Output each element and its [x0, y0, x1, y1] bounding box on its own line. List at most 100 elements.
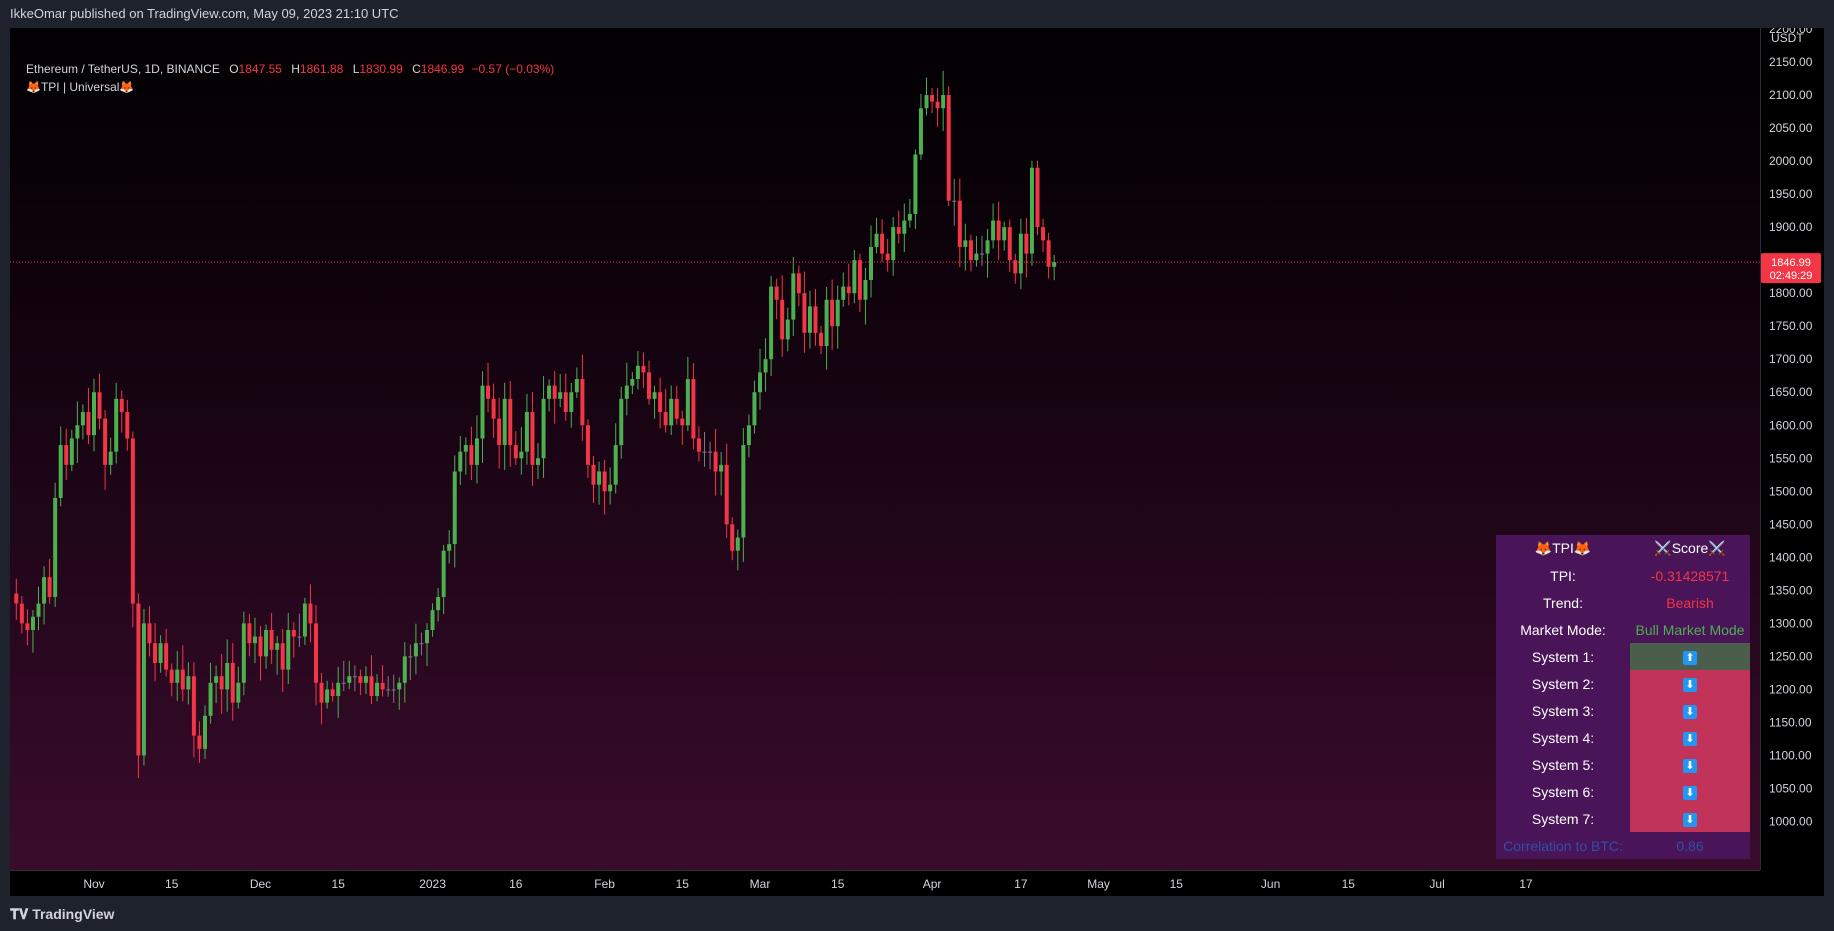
candle-body — [974, 253, 979, 261]
indicator-title[interactable]: 🦊TPI | Universal🦊 — [26, 80, 135, 94]
candle-body — [918, 108, 923, 155]
system-label: System 7: — [1531, 810, 1595, 827]
candle-body — [685, 379, 690, 426]
footer: 𝐓𝐕 TradingView — [0, 896, 1834, 931]
price-tick-label: 1600.00 — [1769, 418, 1813, 432]
candle-body — [463, 445, 468, 452]
candle-body — [869, 246, 873, 280]
low-label: L — [352, 62, 360, 76]
correlation-row: Correlation to BTC: 0.86 — [1496, 832, 1750, 859]
candle-body — [597, 471, 602, 485]
system-label: System 5: — [1531, 756, 1595, 773]
right-padding — [1824, 28, 1834, 870]
market-mode-label: Market Mode: — [1520, 621, 1606, 638]
candle-body — [402, 656, 407, 683]
publish-header: IkkeOmar published on TradingView.com, M… — [0, 0, 1834, 28]
candle-body — [141, 623, 146, 756]
price-tick-label: 1550.00 — [1769, 451, 1813, 465]
candle-body — [1024, 233, 1029, 254]
candle-body — [352, 676, 357, 678]
price-axis[interactable]: 2200.00 2150.00 2100.00 2050.00 2000.00 1950.… — [1760, 22, 1825, 870]
candle-body — [258, 636, 263, 657]
candle-body — [863, 279, 868, 300]
candle-body — [930, 95, 935, 102]
candle-body — [841, 286, 846, 300]
time-tick-label: May — [1087, 877, 1110, 891]
candle-body — [502, 398, 507, 446]
candle-body — [591, 464, 596, 485]
candle-body — [880, 233, 885, 254]
candle-body — [619, 398, 624, 446]
candle-body — [347, 676, 352, 683]
candle-body — [447, 544, 452, 551]
candle-body — [569, 392, 574, 413]
candle-body — [952, 200, 957, 202]
candle-body — [64, 445, 69, 465]
price-tick-label: 1650.00 — [1769, 385, 1813, 399]
candle-body — [630, 379, 635, 386]
tpi-header-right: ⚔️Score⚔️ — [1654, 540, 1726, 556]
candle-body — [363, 676, 368, 683]
candle-body — [613, 445, 618, 485]
candle-body — [824, 299, 829, 347]
candle-body — [558, 392, 563, 399]
candle-body — [108, 451, 113, 465]
candle-body — [25, 623, 30, 630]
candle-body — [53, 497, 58, 597]
candle-body — [114, 398, 119, 452]
candle-body — [180, 669, 185, 690]
trend-label: Trend: — [1543, 594, 1583, 611]
candle-body — [80, 412, 85, 426]
candle-body — [819, 332, 824, 347]
candle-body — [1035, 167, 1040, 228]
trend-row: Trend: Bearish — [1496, 589, 1750, 616]
time-tick-label: 15 — [165, 877, 179, 891]
time-axis[interactable]: 7Nov15Dec15202316Feb15Mar15Apr17May15Jun… — [10, 870, 1760, 897]
high-value: 1861.88 — [299, 62, 344, 76]
price-tick-label: 2000.00 — [1769, 154, 1813, 168]
time-tick-label: Mar — [750, 877, 771, 891]
market-mode-row: Market Mode: Bull Market Mode — [1496, 616, 1750, 643]
system-cell: ⬆ — [1630, 643, 1750, 670]
candle-body — [835, 299, 840, 327]
high-label: H — [291, 62, 300, 76]
candle-body — [336, 682, 341, 697]
candle-body — [724, 464, 729, 525]
candle-body — [552, 385, 557, 399]
candle-body — [774, 286, 779, 300]
candle-body — [136, 603, 141, 756]
system-label: System 2: — [1531, 675, 1595, 692]
candle-body — [408, 656, 413, 658]
candle-body — [857, 260, 862, 300]
symbol-title[interactable]: Ethereum / TetherUS, 1D, BINANCE — [26, 62, 220, 76]
candle-body — [991, 220, 996, 241]
chart-area[interactable]: Ethereum / TetherUS, 1D, BINANCE O1847.5… — [10, 28, 1760, 870]
candle-body — [219, 676, 224, 690]
system-cell: ⬇ — [1630, 751, 1750, 778]
candle-body — [924, 95, 929, 109]
change-value: −0.57 (−0.03%) — [471, 62, 555, 76]
candle-body — [780, 299, 785, 340]
correlation-label: Correlation to BTC: — [1503, 837, 1623, 854]
time-tick-label: 17 — [1519, 877, 1533, 891]
last-price-box — [1761, 253, 1821, 284]
time-tick-label: 2023 — [419, 877, 446, 891]
system-cell: ⬇ — [1630, 724, 1750, 751]
time-tick-label: Nov — [83, 877, 104, 891]
candle-body — [191, 676, 196, 736]
candle-body — [830, 299, 835, 327]
candle-body — [1007, 227, 1012, 261]
price-tick-label: 1900.00 — [1769, 220, 1813, 234]
price-chart[interactable] — [10, 28, 1760, 870]
candle-body — [968, 240, 973, 261]
candle-body — [946, 95, 951, 201]
candle-body — [574, 379, 579, 393]
candle-body — [280, 643, 285, 670]
candle-body — [641, 365, 646, 373]
candle-body — [386, 689, 391, 691]
candle-body — [480, 385, 485, 439]
candle-body — [241, 623, 246, 683]
candle-body — [602, 471, 607, 492]
system-cell: ⬇ — [1630, 670, 1750, 697]
tradingview-logo[interactable]: 𝐓𝐕 TradingView — [10, 906, 114, 923]
